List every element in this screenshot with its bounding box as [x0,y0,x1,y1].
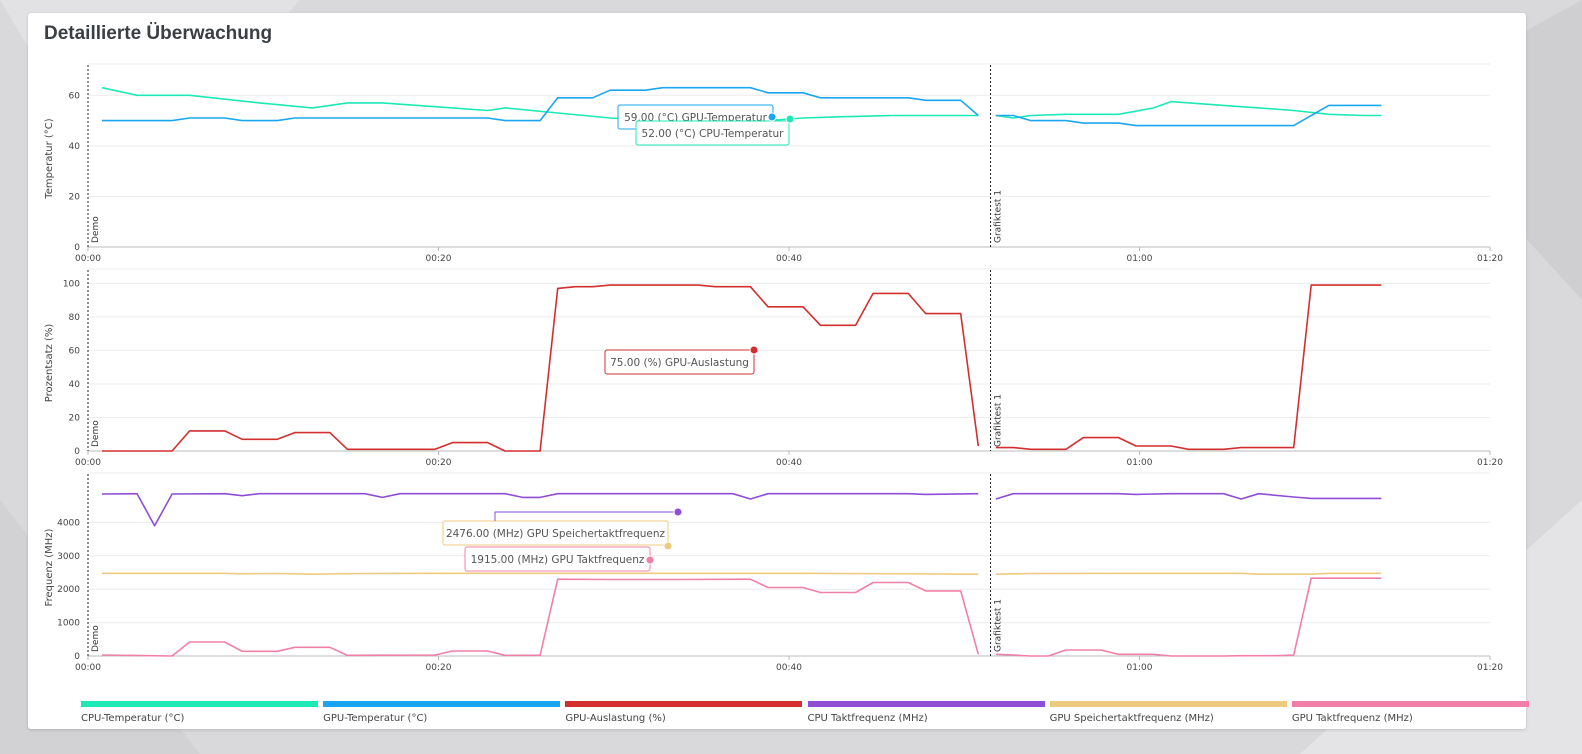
x-tick-label: 00:40 [776,458,802,468]
tooltip-box [442,520,669,546]
legend-item[interactable]: GPU-Temperatur (°C) [323,701,561,731]
chart-legend: CPU-Temperatur (°C) GPU-Temperatur (°C) GP… [81,701,1529,731]
y-tick-label: 2000 [57,585,80,595]
legend-item[interactable]: CPU Taktfrequenz (MHz) [807,701,1045,731]
y-tick-label: 4000 [57,518,80,528]
event-marker-label: Demo [91,216,101,243]
legend-label: GPU-Temperatur (°C) [323,713,428,724]
legend-label: GPU-Auslastung (%) [565,713,666,724]
legend-label: GPU Taktfrequenz (MHz) [1291,713,1413,724]
tooltip-text: 75.00 (%) GPU-Auslastung [610,357,749,369]
x-tick-label: 00:20 [426,663,452,673]
y-tick-label: 1000 [57,619,80,629]
tooltip-point [785,114,795,124]
x-tick-label: 01:00 [1127,663,1153,673]
event-marker-label: Demo [91,625,101,652]
tooltip-connector [494,511,678,521]
x-tick-label: 00:40 [776,254,802,264]
y-tick-label: 60 [69,346,81,356]
y-axis-label: Prozentsatz (%) [44,324,55,403]
event-marker-label: Demo [91,420,101,447]
x-tick-label: 00:20 [426,458,452,468]
legend-color-bar [807,701,1045,707]
series-line-cpu-clock [101,492,1382,527]
legend-color-bar [1049,701,1287,707]
series-line-gpu-clock [101,577,1382,657]
x-tick-label: 01:00 [1127,254,1153,264]
y-tick-label: 0 [74,243,80,253]
tooltip-point [749,345,759,355]
y-tick-label: 0 [74,652,80,662]
event-marker-label: Grafiktest 1 [994,599,1004,652]
y-tick-label: 0 [74,447,80,457]
series-line-gpu-temp [102,86,1382,127]
x-tick-label: 00:40 [776,663,802,673]
y-tick-label: 3000 [57,552,80,562]
x-tick-label: 00:00 [75,663,101,673]
legend-item[interactable]: GPU Taktfrequenz (MHz) [1291,701,1529,731]
y-tick-label: 20 [69,413,81,423]
tooltip-point [663,541,673,551]
y-tick-label: 40 [69,142,81,152]
series-line-gpu-mem-clock [102,572,1382,575]
y-axis-label: Frequenz (MHz) [44,528,55,606]
series-line-gpu-load [102,284,1382,452]
y-tick-label: 40 [69,380,81,390]
legend-label: GPU Speichertaktfrequenz (MHz) [1049,713,1214,724]
legend-item[interactable]: GPU-Auslastung (%) [565,701,803,731]
tooltip-box [635,120,790,146]
monitoring-charts: 0 20 40 60 00:00 00:20 00:40 01:00 01:20 Temperat… [44,63,1503,673]
x-tick-label: 01:00 [1127,458,1153,468]
legend-color-bar [323,701,561,707]
tooltip-point [645,555,655,565]
event-marker-label: Grafiktest 1 [994,190,1004,243]
legend-color-bar [565,701,803,707]
y-tick-label: 100 [63,279,80,289]
tooltip-text: 52.00 (°C) CPU-Temperatur [642,128,785,140]
x-tick-label: 01:20 [1477,254,1503,264]
y-axis-label: Temperatur (°C) [44,118,55,199]
event-marker-label: Grafiktest 1 [994,394,1004,447]
legend-color-bar [81,701,319,707]
x-tick-label: 01:20 [1477,663,1503,673]
tooltip-text: 2476.00 (MHz) GPU Speichertaktfrequenz [446,528,666,540]
legend-label: CPU-Temperatur (°C) [81,713,185,724]
tooltip-text: 1915.00 (MHz) GPU Taktfrequenz [471,554,645,566]
x-tick-label: 01:20 [1477,458,1503,468]
legend-label: CPU Taktfrequenz (MHz) [807,713,928,724]
y-tick-label: 80 [69,313,81,323]
chart-panel-2: 0 20 40 60 80 100 00:00 00:20 00:40 01:00 01:20 Pro… [44,268,1503,468]
x-tick-label: 00:00 [75,254,101,264]
x-tick-label: 00:00 [75,458,101,468]
tooltip-box [604,349,755,375]
chart-panel-3: 0 1000 2000 3000 4000 00:00 00:20 00:40 01:00 01:… [44,472,1503,673]
legend-item[interactable]: CPU-Temperatur (°C) [81,701,319,731]
panel-title: Detaillierte Überwachung [44,23,273,44]
chart-panel-1: 0 20 40 60 00:00 00:20 00:40 01:00 01:20 Temperat… [44,63,1503,264]
x-tick-label: 00:20 [426,254,452,264]
y-tick-label: 20 [69,192,81,202]
tooltip-point [767,112,777,122]
series-line-cpu-temp [101,86,1382,122]
y-tick-label: 60 [69,91,81,101]
legend-color-bar [1291,701,1529,707]
tooltip-point [673,507,683,517]
legend-item[interactable]: GPU Speichertaktfrequenz (MHz) [1049,701,1287,731]
monitoring-panel: Detaillierte Überwachung 0 20 40 60 00:00 00:… [28,13,1529,731]
